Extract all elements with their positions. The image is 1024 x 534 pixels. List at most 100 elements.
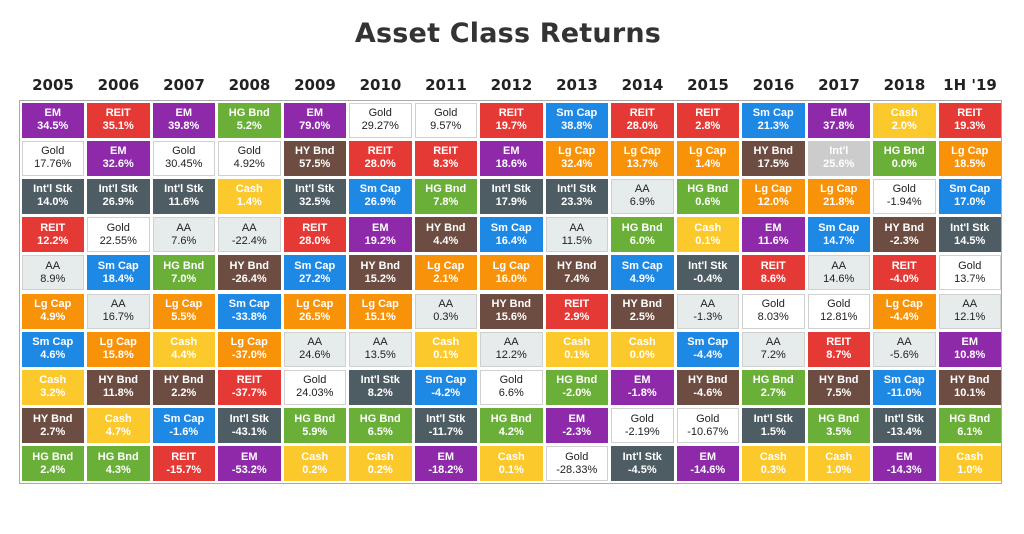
asset-class-label: Cash — [235, 183, 263, 196]
year-label: 2005 — [32, 76, 74, 94]
asset-class-label: AA — [372, 336, 388, 349]
return-value-label: 24.6% — [299, 349, 331, 362]
return-cell: Gold -2.19% — [611, 408, 674, 444]
return-cell: HY Bnd 10.1% — [938, 369, 1001, 406]
asset-class-label: REIT — [498, 107, 524, 120]
asset-class-label: Int'l Stk — [622, 450, 662, 463]
year-label: 2013 — [556, 76, 598, 94]
return-cell: Lg Cap 15.1% — [349, 293, 412, 329]
return-value-label: 12.81% — [820, 311, 858, 324]
return-value-label: 9.57% — [430, 120, 462, 133]
asset-class-label: AA — [634, 183, 650, 196]
return-cell: Int'l Stk 26.9% — [87, 178, 150, 215]
asset-class-label: HY Bnd — [556, 259, 597, 272]
return-cell: Sm Cap 21.3% — [742, 102, 805, 138]
asset-class-label: Gold — [237, 145, 261, 158]
return-cell: HY Bnd 2.2% — [152, 369, 215, 406]
return-cell: AA 12.1% — [938, 293, 1001, 329]
asset-class-label: Sm Cap — [32, 336, 74, 349]
year-label: 2008 — [228, 76, 271, 94]
return-cell: EM 79.0% — [283, 102, 346, 138]
asset-class-label: HG Bnd — [818, 412, 860, 425]
asset-class-label: Cash — [759, 450, 787, 463]
return-cell: Gold 9.57% — [414, 102, 477, 138]
asset-class-label: EM — [634, 374, 651, 387]
return-cell: Lg Cap -37.0% — [218, 331, 281, 367]
return-value-label: -0.4% — [693, 272, 723, 285]
return-cell: AA 16.7% — [87, 293, 150, 329]
return-cell: Int'l Stk 8.2% — [349, 369, 412, 406]
return-cell: Cash 0.0% — [611, 331, 674, 367]
return-cell: Int'l Stk 32.5% — [283, 178, 346, 215]
return-value-label: 2.8% — [695, 120, 721, 133]
return-cell: HY Bnd 7.5% — [807, 369, 870, 406]
asset-class-label: HG Bnd — [883, 145, 925, 158]
asset-class-label: REIT — [564, 298, 590, 311]
return-value-label: 1.5% — [760, 425, 786, 438]
return-cell: AA 24.6% — [283, 331, 346, 367]
return-value-label: -4.4% — [889, 311, 919, 324]
return-value-label: 10.8% — [954, 349, 986, 362]
return-cell: HG Bnd -2.0% — [545, 369, 608, 406]
asset-class-label: HG Bnd — [359, 412, 401, 425]
return-cell: Cash 4.7% — [87, 408, 150, 444]
return-cell: Int'l Stk 17.9% — [480, 178, 543, 215]
return-value-label: 28.0% — [364, 158, 396, 171]
return-cell: REIT 8.6% — [742, 255, 805, 291]
return-value-label: 23.3% — [561, 196, 593, 209]
return-cell: HG Bnd 6.0% — [611, 217, 674, 253]
return-value-label: 11.6% — [168, 196, 200, 209]
return-cell: Cash 1.0% — [807, 446, 870, 482]
asset-class-label: REIT — [171, 450, 197, 463]
return-value-label: 28.0% — [299, 234, 331, 247]
return-value-label: 0.1% — [498, 463, 524, 476]
asset-class-label: Cash — [39, 374, 67, 387]
asset-class-label: EM — [830, 107, 848, 120]
return-cell: REIT 28.0% — [611, 102, 674, 138]
return-cell: AA 7.2% — [742, 331, 805, 367]
return-value-label: 16.4% — [495, 234, 527, 247]
return-value-label: 0.0% — [891, 158, 917, 171]
return-cell: EM 34.5% — [21, 102, 84, 138]
return-cell: EM 10.8% — [938, 331, 1001, 367]
asset-class-label: AA — [503, 336, 519, 349]
return-cell: Gold 8.03% — [742, 293, 805, 329]
return-cell: EM -14.6% — [676, 446, 739, 482]
asset-class-label: EM — [110, 145, 127, 158]
return-cell: Sm Cap 26.9% — [349, 178, 412, 215]
return-value-label: 4.92% — [233, 158, 265, 171]
return-value-label: -4.2% — [431, 387, 461, 400]
return-value-label: 30.45% — [165, 158, 203, 171]
asset-class-label: HG Bnd — [752, 374, 794, 387]
asset-class-label: HY Bnd — [32, 412, 73, 425]
return-cell: HY Bnd 57.5% — [283, 140, 346, 176]
year-label: 2015 — [687, 76, 729, 94]
return-cell: Gold -10.67% — [676, 408, 739, 444]
return-value-label: -4.5% — [627, 463, 657, 476]
return-cell: Cash 0.1% — [545, 331, 608, 367]
asset-class-label: AA — [307, 336, 323, 349]
return-value-label: 17.76% — [34, 158, 72, 171]
return-value-label: 2.0% — [891, 120, 917, 133]
asset-class-label: Gold — [434, 107, 458, 120]
return-value-label: 0.1% — [564, 349, 590, 362]
return-cell: HY Bnd 11.8% — [87, 369, 150, 406]
return-cell: HG Bnd 0.6% — [676, 178, 739, 215]
return-cell: Lg Cap 32.4% — [545, 140, 608, 176]
return-cell: HG Bnd 7.0% — [152, 255, 215, 291]
return-value-label: 17.0% — [954, 196, 986, 209]
return-value-label: 32.4% — [561, 158, 593, 171]
asset-class-label: Cash — [628, 336, 656, 349]
return-value-label: 3.2% — [40, 387, 66, 400]
return-value-label: 79.0% — [299, 120, 331, 133]
asset-class-label: Sm Cap — [425, 374, 467, 387]
asset-class-label: EM — [503, 145, 520, 158]
return-cell: Gold 24.03% — [283, 369, 346, 406]
asset-class-label: Lg Cap — [558, 145, 596, 158]
return-value-label: 14.0% — [37, 196, 69, 209]
return-cell: Int'l Stk 1.5% — [742, 408, 805, 444]
asset-class-label: Gold — [761, 298, 785, 311]
asset-class-label: AA — [962, 298, 978, 311]
asset-class-label: HY Bnd — [163, 374, 204, 387]
return-cell: Gold 22.55% — [87, 217, 150, 253]
